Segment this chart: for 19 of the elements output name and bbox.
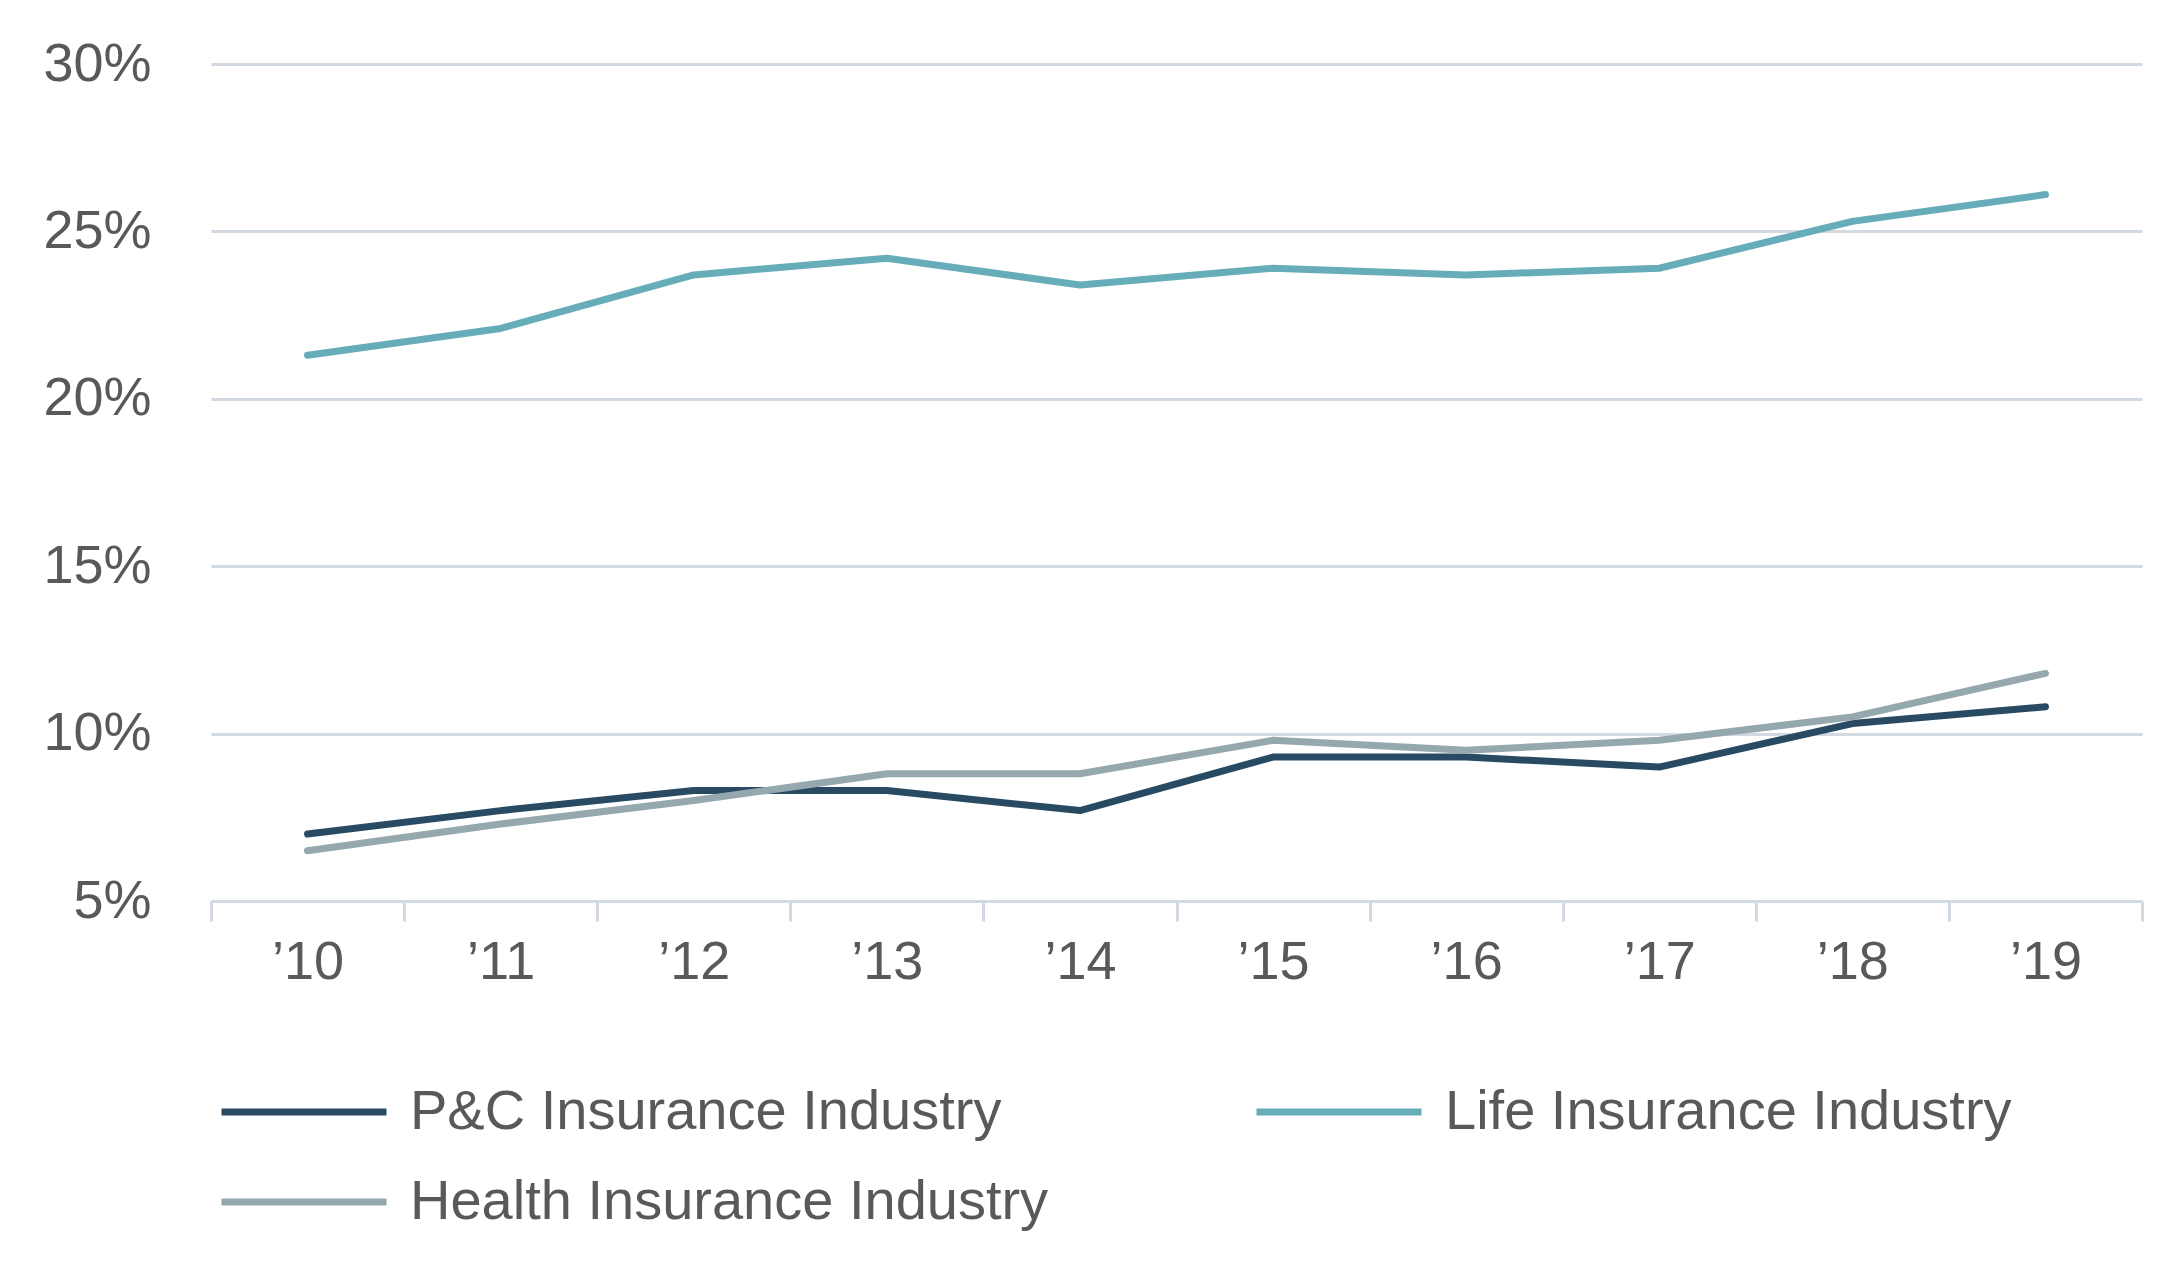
x-tick-label: ’18 — [1816, 929, 1889, 990]
y-tick-label: 30% — [43, 31, 152, 92]
y-tick-label: 15% — [43, 533, 152, 594]
y-tick-label: 10% — [43, 701, 152, 762]
x-tick-label: ’15 — [1237, 929, 1310, 990]
legend-label: P&C Insurance Industry — [410, 1078, 1002, 1141]
x-tick-label: ’10 — [272, 929, 345, 990]
y-tick-label: 20% — [43, 366, 152, 427]
x-tick-label: ’14 — [1044, 929, 1117, 990]
x-tick-label: ’16 — [1430, 929, 1503, 990]
y-tick-label: 25% — [43, 198, 152, 259]
legend-label: Life Insurance Industry — [1445, 1078, 2012, 1141]
x-tick-label: ’17 — [1623, 929, 1696, 990]
x-tick-label: ’11 — [467, 929, 536, 990]
x-tick-label: ’19 — [2009, 929, 2082, 990]
x-tick-label: ’12 — [658, 929, 731, 990]
legend-label: Health Insurance Industry — [410, 1168, 1049, 1231]
y-tick-label: 5% — [73, 868, 152, 929]
x-tick-label: ’13 — [851, 929, 924, 990]
